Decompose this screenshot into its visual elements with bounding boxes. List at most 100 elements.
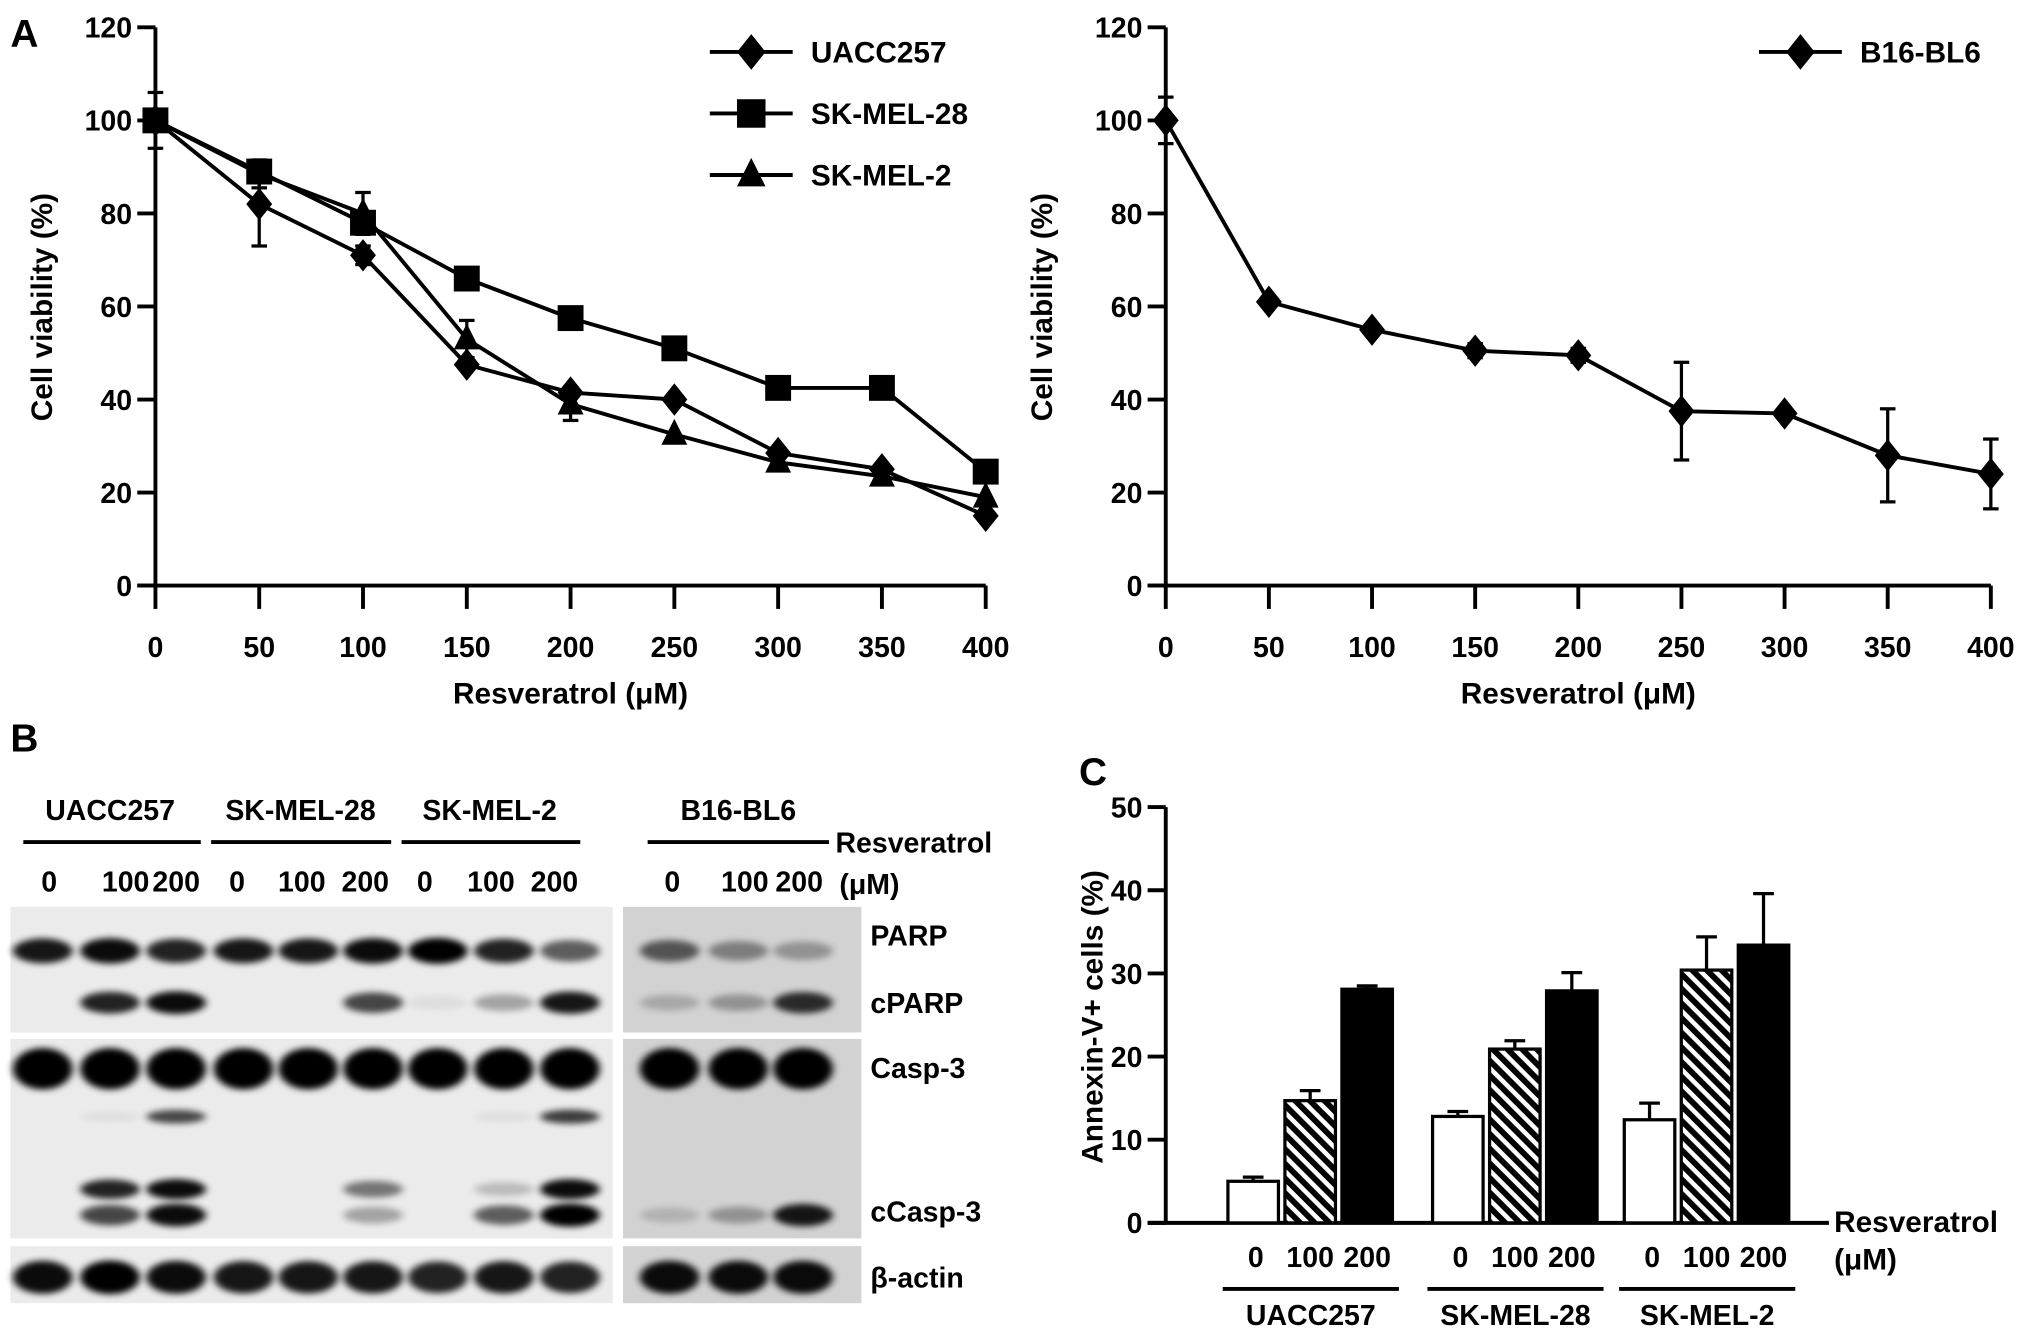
band-casp-3-intermediate (146, 1109, 206, 1124)
dose-label: 100 (467, 866, 515, 898)
dose-label: 0 (41, 866, 57, 898)
y-tick-label: 30 (1111, 959, 1143, 991)
dose-label: 0 (417, 866, 433, 898)
data-point (1462, 334, 1489, 367)
cell-line-label: B16-BL6 (681, 795, 797, 827)
data-point (1255, 285, 1282, 319)
x-tick-label: 350 (858, 632, 906, 664)
x-tick-label: 200 (1555, 632, 1603, 664)
data-point (661, 335, 688, 362)
dose-label: 100 (278, 866, 326, 898)
x-tick-label: 150 (443, 632, 491, 664)
data-point (1771, 397, 1798, 430)
band-ccasp-3-lower (474, 1205, 534, 1225)
data-point (453, 323, 480, 350)
band-parp (278, 938, 339, 964)
data-point (142, 104, 169, 131)
western-blot: UACC257 SK-MEL-28 SK-MEL-2 B16-BL6 Resveratr… (10, 795, 992, 1304)
y-tick-label: 0 (1127, 571, 1143, 603)
band-beta-actin (408, 1261, 468, 1294)
band-casp-3 (540, 1048, 600, 1090)
panel-label-a: A (10, 13, 38, 56)
band-cparp (708, 994, 769, 1012)
x-tick-label: 200 (547, 632, 595, 664)
dose-label: 200 (775, 866, 823, 898)
y-tick-label: 60 (1111, 292, 1143, 324)
bar-group-uacc257: 0 100 200 UACC257 (1222, 984, 1399, 1332)
y-tick-label: 120 (85, 13, 133, 45)
band-beta-actin (474, 1261, 534, 1294)
legend-label: UACC257 (811, 36, 947, 69)
dose-label: 0 (1248, 1242, 1264, 1274)
y-tick-label: 10 (1111, 1125, 1143, 1157)
data-point (1359, 313, 1385, 346)
x-tick-label: 100 (1348, 632, 1396, 664)
x-tick-label: 250 (1658, 632, 1706, 664)
y-tick-label: 100 (1095, 106, 1143, 138)
dose-label: 200 (152, 866, 200, 898)
band-ccasp-3-upper (474, 1182, 534, 1197)
dose-label: 0 (1644, 1242, 1660, 1274)
dose-label: 200 (342, 866, 390, 898)
band-cparp (146, 991, 206, 1015)
data-point (350, 239, 376, 272)
legend-marker-triangle (737, 157, 766, 187)
data-point (557, 305, 584, 332)
x-tick-label: 300 (1761, 632, 1809, 664)
x-tick-label: 50 (243, 632, 275, 664)
x-axis-title: Resveratrol (μM) (453, 677, 688, 710)
band-ccasp-3-lower (80, 1204, 140, 1226)
y-tick-label: 80 (100, 199, 132, 231)
x-tick-label: 250 (651, 632, 699, 664)
band-ccasp-3-upper (80, 1179, 140, 1199)
data-point (246, 187, 273, 221)
y-tick-label: 0 (1127, 1208, 1143, 1240)
x-tick-label: 400 (1967, 632, 2015, 664)
protein-label: cCasp-3 (870, 1197, 981, 1229)
band-parp (773, 941, 833, 961)
y-tick-label: 120 (1095, 13, 1143, 45)
y-tick-label: 50 (1111, 792, 1143, 824)
membrane-left (10, 906, 613, 1033)
bar (1340, 987, 1395, 1225)
band-parp (540, 939, 600, 962)
panel-label-b: B (10, 717, 38, 760)
band-parp (408, 937, 468, 964)
band-parp (639, 939, 700, 962)
band-cparp (408, 995, 468, 1010)
dose-label: 200 (1548, 1242, 1596, 1274)
y-tick-label: 20 (1111, 1042, 1143, 1074)
band-parp (708, 941, 769, 961)
y-tick-label: 40 (100, 385, 132, 417)
chart-annexin: 0 10 20 30 40 50 Annexin-V+ cells (%) Resveratr… (1076, 792, 1998, 1332)
chart-viability-human: 0 20 40 60 80 100 120 0 50 100 150 200 250 300 350 400 R… (26, 13, 1010, 711)
dose-label: 200 (1343, 1242, 1391, 1274)
group-label: SK-MEL-28 (1440, 1300, 1590, 1332)
y-tick-label: 20 (1111, 478, 1143, 510)
bar (1679, 968, 1734, 1225)
data-point (1668, 394, 1695, 428)
band-beta-actin (12, 1260, 73, 1294)
protein-label: Casp-3 (870, 1053, 965, 1085)
dose-label: 0 (664, 866, 680, 898)
chart-viability-b16: 0 20 40 60 80 100 120 0 50 100 150 200 250 300 350 400 R… (1026, 13, 2015, 711)
data-point (661, 418, 688, 445)
data-point (868, 460, 895, 487)
x-axis-title: Resveratrol (μM) (1461, 677, 1696, 710)
y-tick-label: 40 (1111, 385, 1143, 417)
band-beta-actin (773, 1260, 833, 1294)
x-tick-label: 0 (148, 632, 164, 664)
x-tick-label: 300 (754, 632, 802, 664)
bar (1226, 1179, 1281, 1225)
cell-line-label: SK-MEL-28 (225, 795, 375, 827)
treatment-label: Resveratrol (835, 827, 992, 859)
band-casp-3-intermediate (474, 1111, 534, 1122)
bar (1736, 943, 1791, 1225)
band-cparp (343, 992, 403, 1013)
band-parp (80, 938, 140, 964)
band-ccasp-3-lower (146, 1203, 206, 1227)
band-cparp (773, 991, 833, 1014)
x-axis-unit: (μM) (1834, 1244, 1897, 1277)
protein-label: cPARP (870, 988, 963, 1020)
band-ccasp-3-upper (343, 1180, 403, 1198)
